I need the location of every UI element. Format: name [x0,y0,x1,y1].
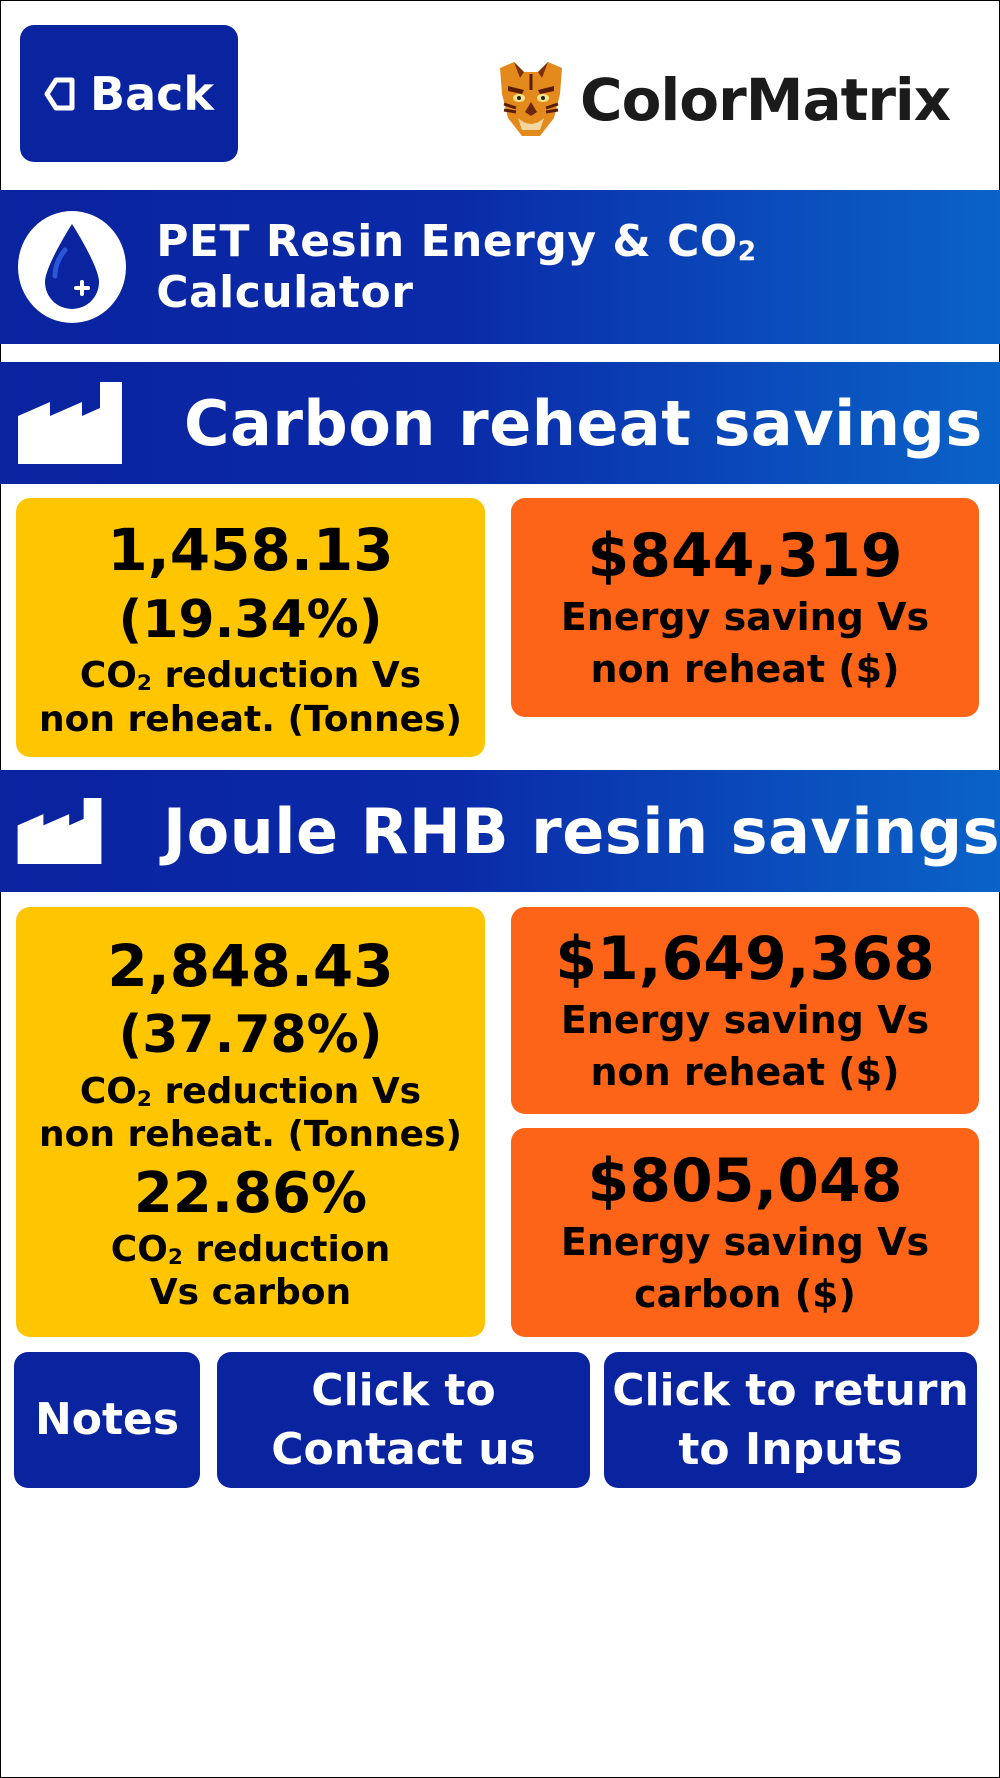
carbon-energy-card: $844,319 Energy saving Vs non reheat ($) [511,498,979,717]
joule-co2-card: 2,848.43 (37.78%) CO2 reduction Vs non r… [16,907,485,1337]
back-arrow-icon [44,77,75,110]
joule-energy-vs-carbon-value: $805,048 [587,1146,903,1217]
joule-energy-card: $1,649,368 Energy saving Vs non reheat (… [511,907,979,1114]
notes-button[interactable]: Notes [14,1352,200,1488]
tiger-logo-icon [500,62,562,136]
carbon-co2-card: 1,458.13 (19.34%) CO2 reduction Vs non r… [16,498,485,757]
joule-co2-vs-carbon-label: CO2 reduction Vs carbon [110,1228,391,1313]
colormatrix-logo: ColorMatrix [494,58,951,142]
carbon-energy-label: Energy saving Vs non reheat ($) [560,595,930,691]
back-button[interactable]: Back [20,25,238,162]
joule-section-banner: Joule RHB resin savings [0,770,1000,892]
carbon-co2-percent: (19.34%) [118,589,383,650]
contact-us-label: Click to Contact us [271,1364,536,1475]
joule-section-title: Joule RHB resin savings [163,794,1000,868]
return-to-inputs-button[interactable]: Click to return to Inputs [604,1352,977,1488]
app-title-banner: PET Resin Energy & CO2 Calculator [0,190,1000,344]
carbon-co2-label: CO2 reduction Vs non reheat. (Tonnes) [39,655,462,740]
joule-co2-value: 2,848.43 [107,931,394,1000]
joule-co2-percent: (37.78%) [118,1005,383,1066]
joule-co2-vs-carbon-percent: 22.86% [133,1161,368,1227]
notes-label: Notes [34,1394,180,1446]
brand-name: ColorMatrix [580,66,951,134]
water-drop-icon [45,224,100,309]
carbon-energy-value: $844,319 [587,521,903,592]
back-label: Back [90,66,214,121]
joule-energy-value: $1,649,368 [555,924,935,995]
return-to-inputs-label: Click to return to Inputs [612,1364,969,1475]
carbon-section-title: Carbon reheat savings [184,386,983,460]
joule-energy-vs-carbon-card: $805,048 Energy saving Vs carbon ($) [511,1128,979,1337]
drop-badge [18,211,127,323]
joule-energy-label: Energy saving Vs non reheat ($) [560,998,930,1094]
carbon-co2-value: 1,458.13 [107,516,394,585]
app-title: PET Resin Energy & CO2 Calculator [156,216,757,318]
joule-energy-vs-carbon-label: Energy saving Vs carbon ($) [560,1220,930,1316]
factory-icon [18,382,122,464]
joule-co2-label: CO2 reduction Vs non reheat. (Tonnes) [39,1071,462,1156]
contact-us-button[interactable]: Click to Contact us [217,1352,590,1488]
carbon-section-banner: Carbon reheat savings [0,362,1000,484]
factory-icon [17,797,102,865]
